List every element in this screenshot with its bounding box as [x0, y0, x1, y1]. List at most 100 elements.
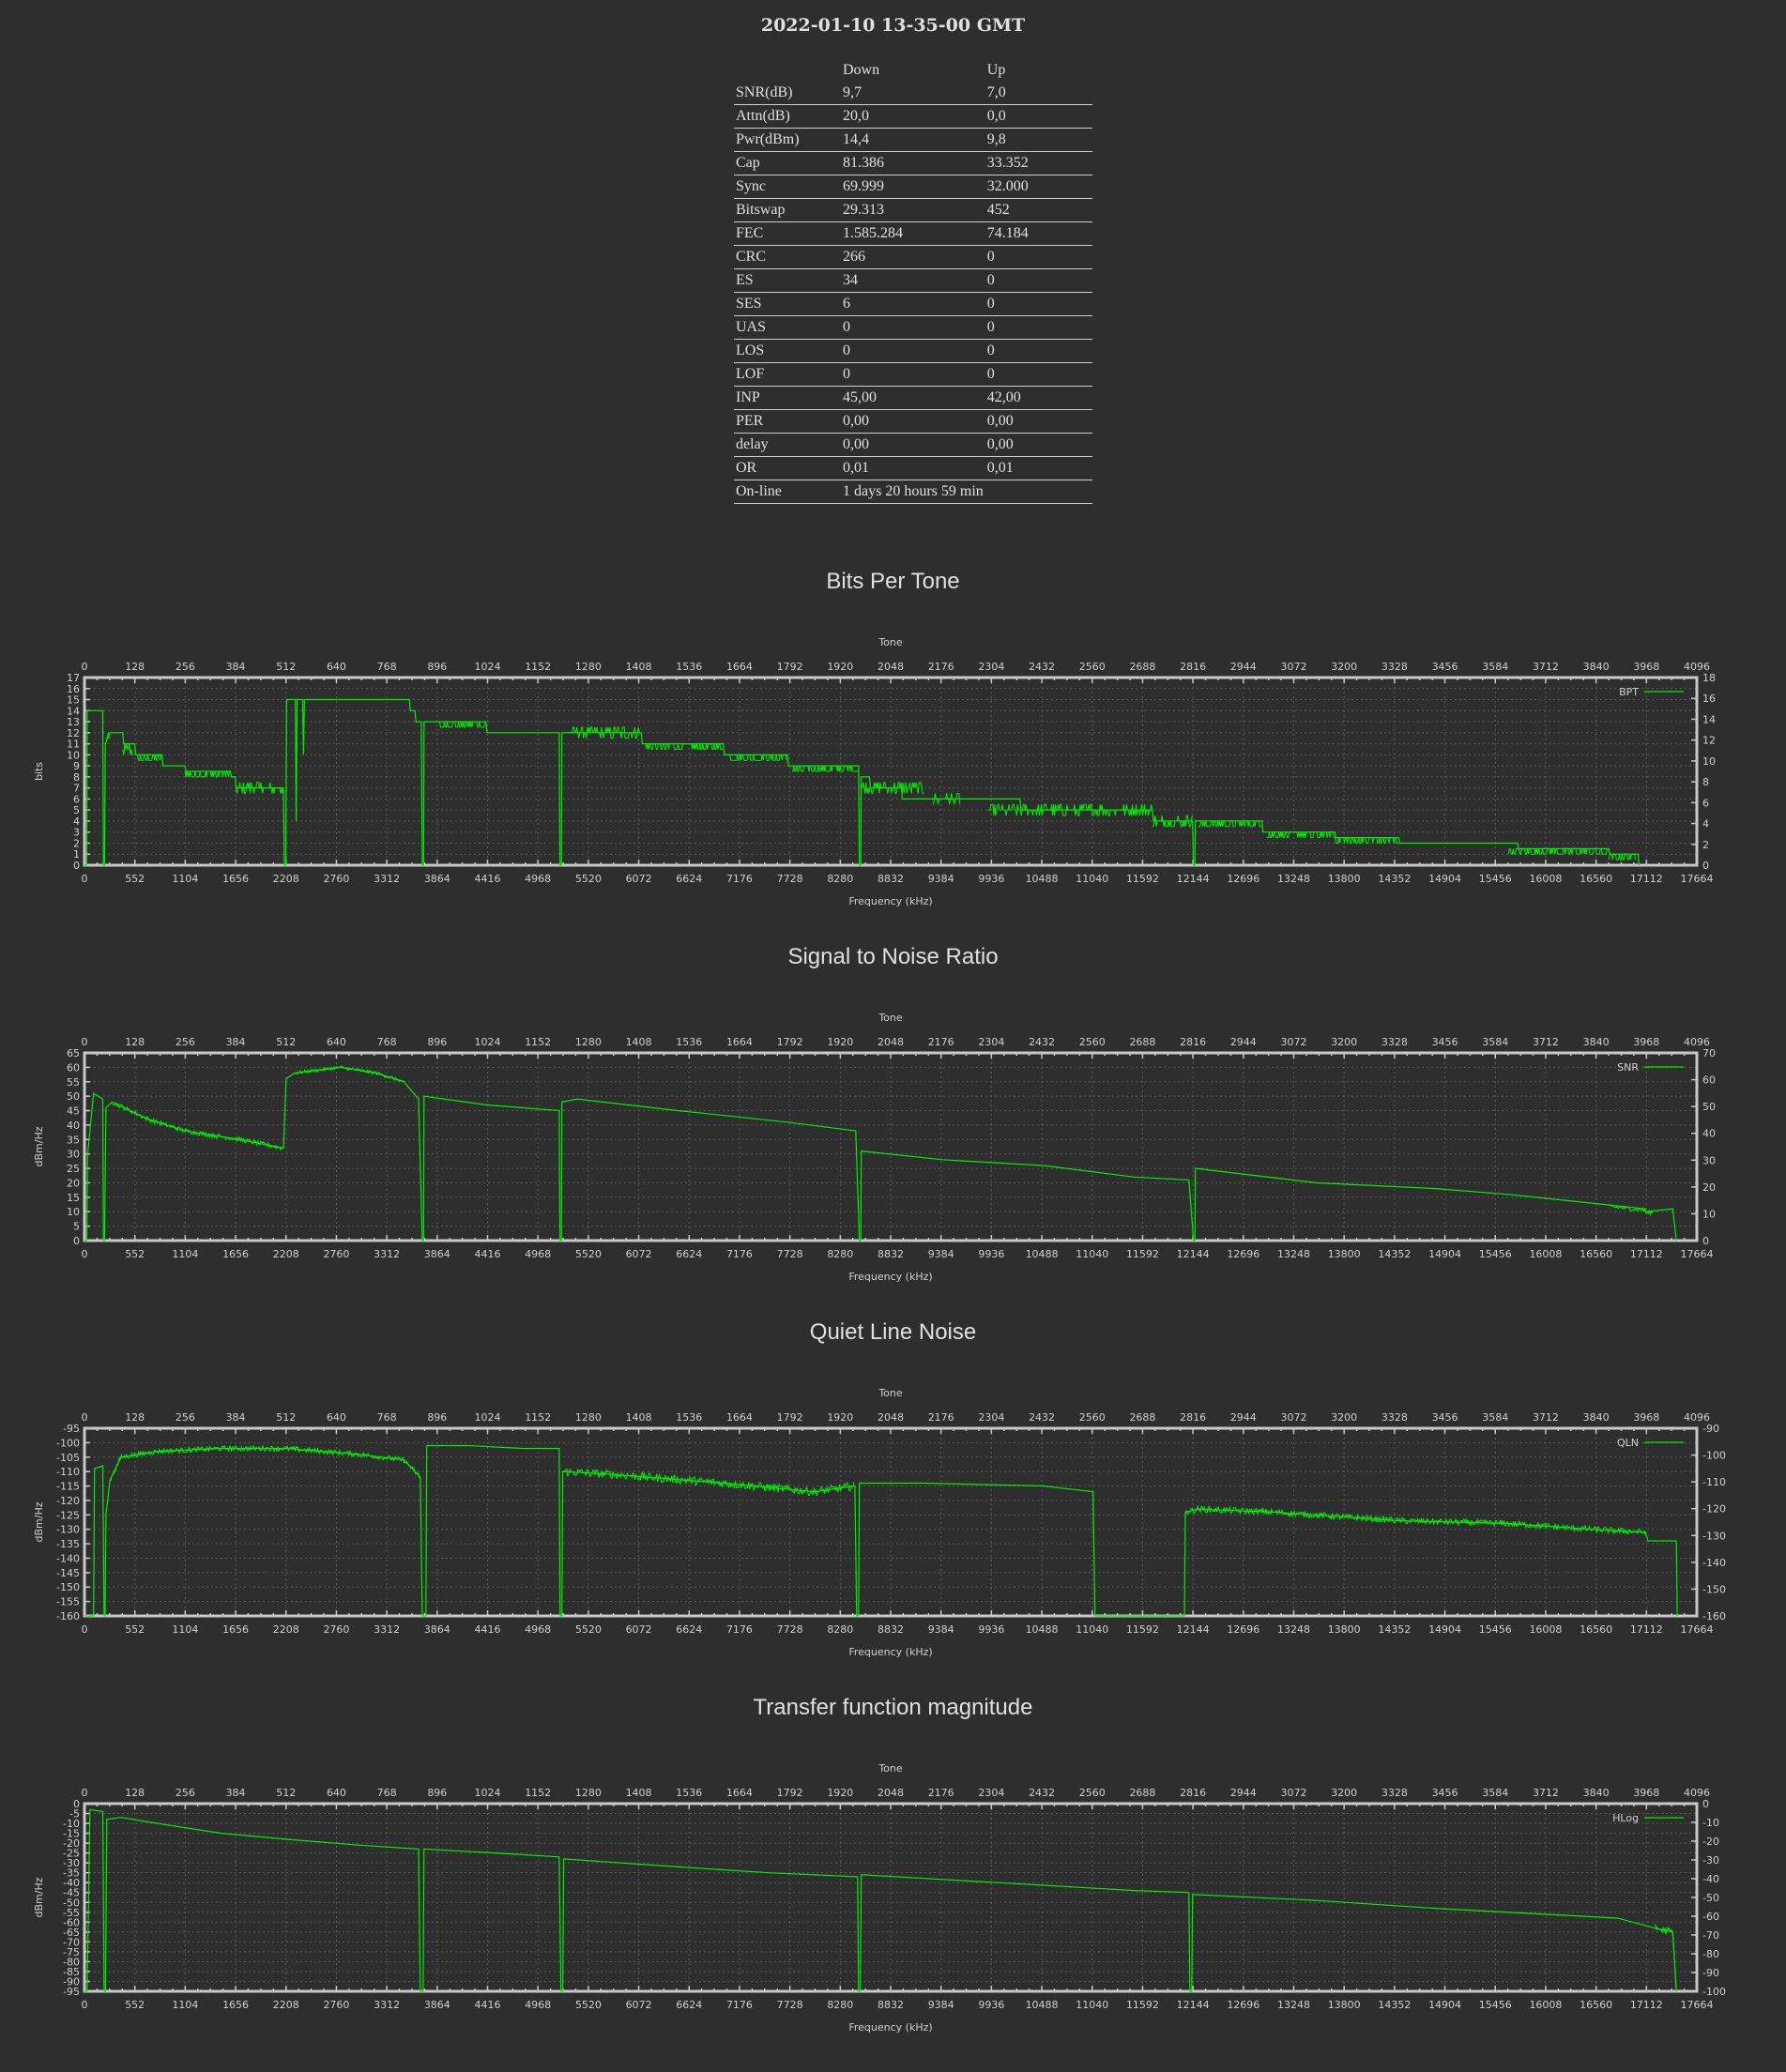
series-noise [435, 721, 486, 728]
series-noise [1609, 1204, 1654, 1217]
y2-tick-label: 40 [1702, 1128, 1716, 1140]
x-tick-label: 9384 [928, 1248, 954, 1260]
x2-tick-label: 2048 [878, 1787, 904, 1799]
x2-tick-label: 2176 [928, 1411, 954, 1424]
x-tick-label: 17664 [1681, 1248, 1714, 1260]
x-tick-label: 12696 [1227, 1623, 1259, 1636]
x2-tick-label: 3584 [1482, 1411, 1508, 1424]
x2-tick-label: 4096 [1684, 1787, 1710, 1799]
x2-tick-label: 1792 [777, 1411, 803, 1424]
y-tick-label: 5 [73, 804, 80, 816]
x-tick-label: 12144 [1177, 1623, 1210, 1636]
y-tick-label: -20 [63, 1837, 80, 1850]
x2-tick-label: 2944 [1230, 661, 1257, 673]
x2-tick-label: 3072 [1281, 1036, 1307, 1048]
x2-tick-label: 384 [226, 1787, 246, 1799]
x2-tick-label: 1664 [726, 661, 753, 673]
x2-tick-label: 1920 [827, 661, 853, 673]
x2-tick-label: 3840 [1583, 1036, 1610, 1048]
x2-tick-label: 2816 [1180, 1787, 1206, 1799]
x2-tick-label: 3712 [1533, 1036, 1559, 1048]
x-tick-label: 17112 [1630, 873, 1663, 885]
x2-tick-label: 3200 [1331, 1411, 1357, 1424]
x2-tick-label: 1152 [525, 1787, 551, 1799]
x-tick-label: 6072 [626, 873, 652, 885]
x-tick-label: 16560 [1580, 1248, 1612, 1260]
series-noise [933, 793, 961, 805]
x2-tick-label: 384 [226, 661, 246, 673]
stats-row-up: 33.352 [985, 151, 1092, 175]
x2-tick-label: 2560 [1079, 1787, 1106, 1799]
x-tick-label: 3864 [424, 1623, 450, 1636]
y2-tick-label: -100 [1702, 1986, 1726, 1998]
stats-row-down: 266 [841, 245, 985, 269]
x2-tick-label: 1024 [475, 1036, 501, 1048]
x2-tick-label: 2304 [978, 1787, 1004, 1799]
series-noise [562, 1468, 855, 1497]
stats-row: SES 6 0 [734, 292, 1092, 316]
y-tick-label: -95 [63, 1986, 80, 1998]
stats-row-up: 0 [985, 362, 1092, 387]
x2-tick-label: 2176 [928, 1036, 954, 1048]
x-tick-label: 7176 [726, 1999, 753, 2011]
y-tick-label: 50 [67, 1090, 80, 1103]
legend-label: BPT [1619, 686, 1639, 698]
x-tick-label: 9384 [928, 1623, 954, 1636]
y2-tick-label: 10 [1702, 755, 1716, 768]
bits-per-tone-chart: 0 552 1104 1656 2208 2760 3312 3864 4416 4968 5520… [33, 636, 1716, 907]
stats-row: CRC 266 0 [734, 245, 1092, 269]
x2-tick-label: 3712 [1533, 1411, 1559, 1424]
x2-tick-label: 1664 [726, 1036, 753, 1048]
x-tick-label: 4968 [525, 1623, 551, 1636]
stats-row-label: LOS [734, 339, 841, 363]
x-tick-label: 12144 [1177, 873, 1210, 885]
x2-tick-label: 768 [377, 1787, 397, 1799]
y-tick-label: 45 [67, 1105, 80, 1118]
stats-row-down: 0,01 [841, 456, 985, 480]
plot-frame [83, 1426, 1699, 1618]
x2-tick-label: 0 [82, 661, 88, 673]
x-tick-label: 2208 [273, 1999, 299, 2011]
x2-tick-label: 512 [276, 1787, 296, 1799]
x2-tick-label: 2048 [878, 1036, 904, 1048]
stats-row-down: 0 [841, 362, 985, 387]
y-tick-label: -115 [56, 1481, 80, 1493]
x-tick-label: 5520 [575, 1999, 602, 2011]
y-tick-label: 15 [67, 1192, 80, 1204]
y2-tick-label: 0 [1702, 1235, 1709, 1247]
x-tick-label: 17664 [1681, 1999, 1714, 2011]
y2-tick-label: -140 [1702, 1557, 1726, 1569]
y-tick-label: -155 [56, 1596, 80, 1608]
stats-row: delay 0,00 0,00 [734, 433, 1092, 457]
x2-axis-label: Tone [878, 1387, 903, 1399]
x2-tick-label: 128 [125, 1787, 145, 1799]
x-axis-label: Frequency (kHz) [848, 895, 932, 907]
x2-tick-label: 2432 [1029, 1036, 1055, 1048]
y-tick-label: 0 [73, 860, 80, 872]
y2-tick-label: 10 [1702, 1208, 1716, 1220]
stats-row-label: INP [734, 386, 841, 410]
x2-tick-label: 3072 [1281, 1787, 1307, 1799]
x2-tick-label: 256 [176, 1411, 195, 1424]
x-tick-label: 552 [125, 1623, 145, 1636]
x2-tick-label: 2560 [1079, 1411, 1106, 1424]
x2-tick-label: 640 [327, 1411, 346, 1424]
stats-row-label: Bitswap [734, 198, 841, 222]
x2-tick-label: 2176 [928, 661, 954, 673]
x2-tick-label: 2688 [1129, 1036, 1155, 1048]
y-tick-label: 12 [67, 727, 80, 739]
x-tick-label: 6072 [626, 1999, 652, 2011]
x-tick-label: 16560 [1580, 1999, 1612, 2011]
stats-row-down: 1.585.284 [841, 221, 985, 246]
stats-row-up: 0,01 [985, 456, 1092, 480]
series-line [84, 1808, 1677, 1992]
report-timestamp: 2022-01-10 13-35-00 GMT [760, 15, 1026, 36]
y-tick-label: -125 [56, 1509, 80, 1521]
x-tick-label: 11592 [1126, 873, 1159, 885]
stats-row: LOS 0 0 [734, 339, 1092, 363]
x2-tick-label: 1920 [827, 1787, 853, 1799]
stats-row: Sync 69.999 32.000 [734, 175, 1092, 199]
x-tick-label: 0 [82, 873, 88, 885]
x2-tick-label: 1280 [575, 1787, 602, 1799]
x2-tick-label: 3968 [1633, 1787, 1659, 1799]
